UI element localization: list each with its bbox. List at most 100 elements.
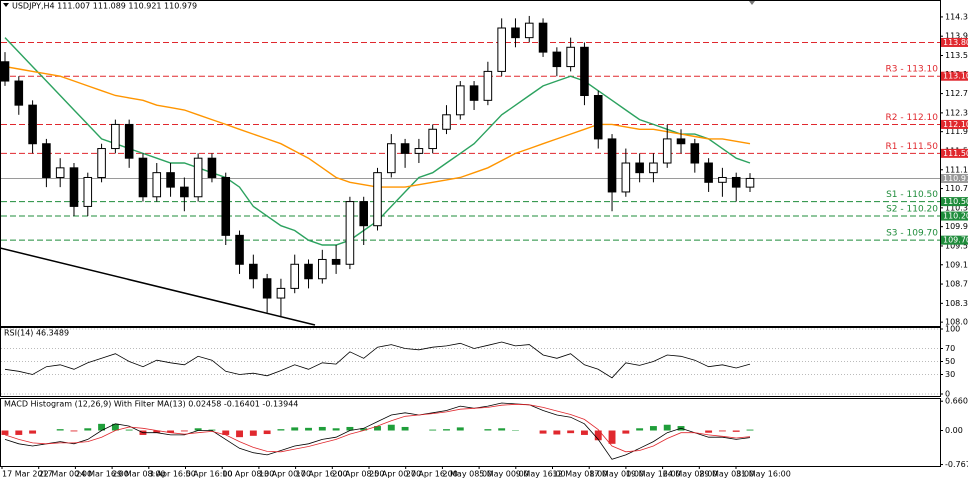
x-tick-label: 13 Apr 00:00 — [259, 470, 311, 479]
candle-body — [455, 85, 465, 116]
histogram-bar — [70, 430, 78, 432]
candle-body — [635, 162, 644, 174]
candle-body — [621, 162, 631, 193]
y-tick-label: 110.770 — [945, 184, 968, 193]
histogram-bar — [1, 430, 9, 435]
histogram-bar — [29, 430, 37, 434]
candle-body — [262, 278, 272, 299]
y-tick-label: 111.950 — [945, 127, 968, 136]
macd-title: MACD Histogram (12,26,9) With Filter MA(… — [4, 400, 298, 409]
x-tick-label: 5 May 00:00 — [479, 470, 529, 479]
level-annotation: S2 - 110.20 — [886, 205, 938, 215]
x-tick-label: 22 Mar 00:00 — [39, 470, 92, 479]
candle-body — [414, 148, 424, 154]
histogram-bar — [387, 424, 395, 431]
candle-body — [318, 258, 327, 280]
level-label: 113.800 — [943, 38, 968, 47]
candle-body — [345, 201, 355, 265]
trendline — [0, 247, 316, 326]
level-annotation: R2 - 112.10 — [886, 113, 939, 123]
x-tick-label: 9 May 16:00 — [516, 470, 566, 479]
level-box — [941, 71, 968, 81]
candle-body — [207, 157, 217, 178]
x-tick-label: 27 Apr 16:00 — [406, 470, 458, 479]
histogram-bar — [360, 428, 368, 431]
macd-panel-frame — [0, 398, 941, 467]
histogram-bar — [594, 430, 602, 441]
histogram-bar — [291, 427, 299, 431]
candle-body — [249, 263, 258, 280]
histogram-bar — [208, 429, 216, 431]
candle-body — [359, 201, 368, 227]
x-tick-label: 5 Apr 16:00 — [186, 470, 233, 479]
candle-body — [235, 234, 244, 265]
level-box — [941, 197, 968, 207]
histogram-bar — [194, 428, 202, 431]
histogram-bar — [249, 430, 257, 436]
candle-body — [166, 172, 175, 188]
level-annotation: S3 - 109.70 — [886, 229, 938, 239]
histogram-bar — [15, 430, 23, 435]
histogram-bar — [567, 430, 575, 434]
candle-body — [387, 143, 396, 174]
candle-body — [83, 176, 93, 207]
histogram-bar — [98, 423, 106, 431]
histogram-bar — [222, 430, 230, 435]
level-label: 112.100 — [943, 120, 968, 129]
chart-title: USDJPY,H4 111.007 111.089 110.921 110.97… — [12, 2, 197, 11]
candle-body — [524, 22, 534, 39]
histogram-bar — [705, 430, 713, 433]
candle-body — [662, 138, 672, 164]
histogram-bar — [56, 429, 64, 431]
histogram-bar — [580, 430, 588, 435]
y-tick-label: 100 — [945, 325, 960, 334]
histogram-bar — [332, 428, 340, 431]
histogram-bar — [305, 427, 312, 431]
histogram-bar — [663, 424, 671, 431]
y-tick-label: 112.340 — [945, 108, 968, 117]
level-box — [941, 119, 968, 129]
candle-body — [511, 27, 520, 39]
candle-body — [718, 176, 727, 183]
x-tick-label: 24 May 08:00 — [663, 470, 718, 479]
candle-body — [649, 162, 658, 174]
histogram-bar — [498, 428, 506, 431]
candle-body — [607, 138, 617, 193]
x-tick-label: 2 May 08:00 — [442, 470, 492, 479]
x-tick-label: 17 May 00:00 — [589, 470, 644, 479]
y-tick-label: 30 — [945, 370, 955, 379]
histogram-bar — [622, 430, 630, 434]
histogram-bar — [608, 430, 616, 444]
y-tick-label: 0.66002 — [945, 397, 968, 406]
macd-line — [4, 402, 751, 460]
histogram-bar — [732, 430, 740, 432]
candle-body — [152, 172, 162, 198]
histogram-bar — [318, 426, 326, 431]
candle-body — [0, 61, 10, 82]
level-box — [941, 148, 968, 158]
y-tick-label: 113.930 — [945, 32, 968, 41]
candle-body — [428, 128, 437, 150]
candle-body — [676, 138, 686, 145]
candle-body — [552, 51, 562, 68]
candle-body — [331, 258, 341, 265]
x-tick-label: 29 Mar 08:00 — [112, 470, 165, 479]
histogram-bar — [443, 429, 450, 431]
candle-body — [97, 148, 106, 178]
candle-body — [14, 80, 24, 106]
histogram-bar — [263, 430, 271, 435]
candle-body — [180, 186, 189, 198]
current-price-box — [941, 173, 968, 183]
histogram-bar — [484, 429, 492, 431]
level-box — [941, 37, 968, 47]
histogram-bar — [346, 426, 354, 431]
y-tick-label: 114.330 — [945, 12, 968, 21]
current-price-label: 110.979 — [943, 174, 968, 183]
x-tick-label: 10 Apr 08:00 — [222, 470, 274, 479]
candle-body — [124, 123, 134, 159]
y-tick-label: 0.00 — [945, 426, 963, 435]
candle-body — [290, 263, 300, 289]
histogram-bar — [153, 430, 161, 433]
histogram-bar — [746, 429, 754, 431]
histogram-bar — [553, 430, 561, 435]
